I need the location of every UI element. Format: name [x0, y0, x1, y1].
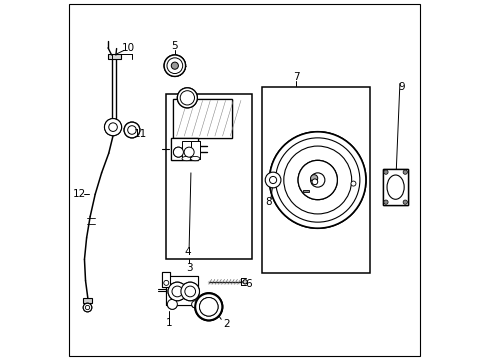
Circle shape — [184, 147, 194, 157]
Circle shape — [298, 160, 337, 200]
Bar — [171, 138, 198, 160]
Bar — [162, 272, 170, 287]
Circle shape — [83, 303, 92, 312]
Bar — [382, 169, 407, 205]
Circle shape — [269, 132, 365, 228]
Circle shape — [269, 132, 365, 228]
Circle shape — [127, 126, 136, 134]
Bar — [190, 141, 200, 158]
Circle shape — [163, 280, 168, 285]
Bar — [108, 54, 121, 59]
Circle shape — [85, 305, 89, 310]
Text: 3: 3 — [185, 262, 192, 273]
Circle shape — [167, 299, 177, 309]
Text: 5: 5 — [171, 41, 178, 51]
Circle shape — [104, 118, 122, 136]
Circle shape — [168, 282, 186, 301]
Circle shape — [402, 200, 407, 204]
Circle shape — [350, 181, 355, 186]
Circle shape — [167, 299, 177, 309]
Text: 1: 1 — [166, 318, 172, 328]
Bar — [173, 99, 231, 138]
Bar — [262, 87, 369, 273]
Ellipse shape — [190, 157, 200, 161]
Bar — [382, 169, 407, 205]
Circle shape — [181, 282, 199, 301]
Circle shape — [264, 172, 281, 188]
Text: 7: 7 — [292, 72, 299, 82]
Bar — [165, 276, 198, 305]
Ellipse shape — [182, 157, 191, 161]
Text: 8: 8 — [265, 197, 271, 207]
Circle shape — [275, 138, 359, 222]
Bar — [182, 141, 191, 158]
Circle shape — [181, 282, 199, 301]
Circle shape — [180, 91, 194, 105]
Circle shape — [383, 200, 387, 204]
Text: 2: 2 — [223, 319, 229, 329]
Circle shape — [310, 175, 317, 182]
Circle shape — [310, 173, 324, 187]
Circle shape — [124, 122, 140, 138]
Circle shape — [283, 146, 351, 214]
Bar — [165, 94, 251, 258]
Circle shape — [166, 58, 183, 73]
Bar — [302, 190, 308, 192]
Circle shape — [164, 55, 185, 76]
Circle shape — [269, 176, 276, 184]
Circle shape — [173, 147, 183, 157]
Text: 11: 11 — [133, 129, 146, 139]
Circle shape — [191, 301, 198, 308]
Circle shape — [243, 280, 247, 284]
Circle shape — [108, 123, 117, 131]
Bar — [171, 138, 198, 160]
Circle shape — [172, 286, 183, 297]
Circle shape — [195, 293, 222, 320]
Text: 6: 6 — [244, 279, 251, 289]
Bar — [83, 297, 92, 303]
Circle shape — [124, 122, 140, 138]
Text: 12: 12 — [73, 189, 86, 199]
Circle shape — [164, 55, 185, 76]
Circle shape — [191, 301, 198, 308]
Text: 10: 10 — [122, 43, 135, 53]
Circle shape — [168, 282, 186, 301]
Circle shape — [199, 297, 218, 316]
Bar — [162, 272, 170, 287]
Bar — [165, 276, 198, 305]
Circle shape — [184, 286, 195, 297]
Circle shape — [171, 62, 178, 69]
Ellipse shape — [386, 175, 404, 199]
Circle shape — [173, 147, 183, 157]
Bar — [173, 99, 231, 138]
Circle shape — [311, 179, 317, 185]
Text: 9: 9 — [398, 82, 404, 92]
Circle shape — [177, 88, 197, 108]
Circle shape — [199, 297, 218, 316]
Circle shape — [104, 118, 122, 136]
Circle shape — [402, 170, 407, 174]
Circle shape — [195, 293, 222, 320]
Circle shape — [177, 88, 197, 108]
Circle shape — [383, 170, 387, 174]
Circle shape — [298, 160, 337, 200]
Bar — [190, 141, 200, 158]
Bar — [182, 141, 191, 158]
Circle shape — [184, 147, 194, 157]
Text: 4: 4 — [183, 247, 190, 257]
Circle shape — [83, 303, 92, 312]
